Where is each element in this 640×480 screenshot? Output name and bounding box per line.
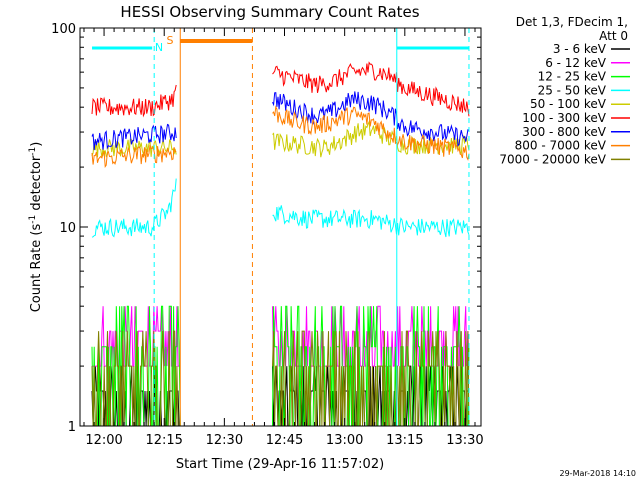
y-axis-label-sup2: -1 [28, 147, 38, 156]
data-layer [91, 28, 470, 427]
x-tick-label-1: 12:15 [145, 433, 182, 448]
series-trace-4-1 [272, 119, 470, 158]
y-axis-label-main: Count Rate (s [29, 224, 44, 313]
y-axis-label-end: ) [29, 142, 44, 147]
series-trace-6-0 [91, 123, 177, 151]
y-axis-label: Count Rate (s-1 detector-1) [28, 142, 44, 313]
legend-label-4: 50 - 100 keV [530, 97, 607, 111]
series-trace-5-1 [272, 61, 470, 117]
series-trace-3-1 [272, 205, 470, 238]
x-tick-label-0: 12:00 [85, 433, 122, 448]
legend-label-1: 6 - 12 keV [545, 56, 607, 70]
chart-title: HESSI Observing Summary Count Rates [120, 3, 419, 21]
legend-header-line-1: Det 1,3, FDecim 1, [516, 15, 628, 29]
y-tick-label-0: 1 [68, 420, 76, 435]
series-800-7000-kev [91, 105, 470, 169]
y-tick-label-2: 100 [51, 22, 76, 37]
x-tick-label-2: 12:30 [206, 433, 243, 448]
legend-label-0: 3 - 6 keV [553, 42, 607, 56]
x-tick-label-4: 13:00 [326, 433, 363, 448]
series-trace-3-0 [91, 178, 177, 238]
series-25-50-kev [91, 178, 470, 238]
x-tick-label-3: 12:45 [266, 433, 303, 448]
legend-label-3: 25 - 50 keV [538, 83, 607, 97]
legend-label-5: 100 - 300 keV [522, 111, 606, 125]
legend-label-8: 7000 - 20000 keV [499, 152, 606, 166]
y-axis-label-mid: detector [29, 155, 44, 215]
series-trace-7-1 [272, 105, 470, 161]
legend-header-line-2: Att 0 [599, 29, 628, 43]
series-trace-5-0 [91, 84, 177, 118]
legend-label-7: 800 - 7000 keV [515, 139, 607, 153]
series-100-300-kev [91, 61, 470, 118]
annotation-night-marker: N [155, 41, 163, 54]
y-axis-label-sup1: -1 [28, 215, 38, 224]
footer-timestamp: 29-Mar-2018 14:10 [560, 469, 637, 478]
series-trace-6-1 [272, 91, 470, 147]
x-tick-label-6: 13:30 [446, 433, 483, 448]
series-trace-2-1 [272, 305, 470, 427]
y-tick-label-1: 10 [59, 221, 76, 236]
series-300-800-kev [91, 91, 470, 151]
series-trace-7-0 [91, 144, 177, 169]
legend-label-6: 300 - 800 keV [522, 125, 606, 139]
axis-layer: 12:00 12:15 12:30 12:45 13:00 13:15 13:30 1 10 10… [51, 22, 484, 448]
legend-label-2: 12 - 25 keV [538, 70, 607, 84]
x-tick-label-5: 13:15 [386, 433, 423, 448]
x-axis-label: Start Time (29-Apr-16 11:57:02) [176, 457, 384, 472]
annotation-saa-marker: S [167, 34, 174, 47]
